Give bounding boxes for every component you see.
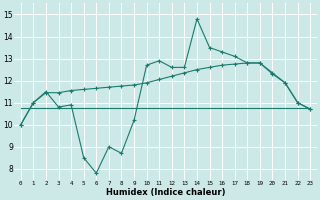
X-axis label: Humidex (Indice chaleur): Humidex (Indice chaleur) [106,188,225,197]
